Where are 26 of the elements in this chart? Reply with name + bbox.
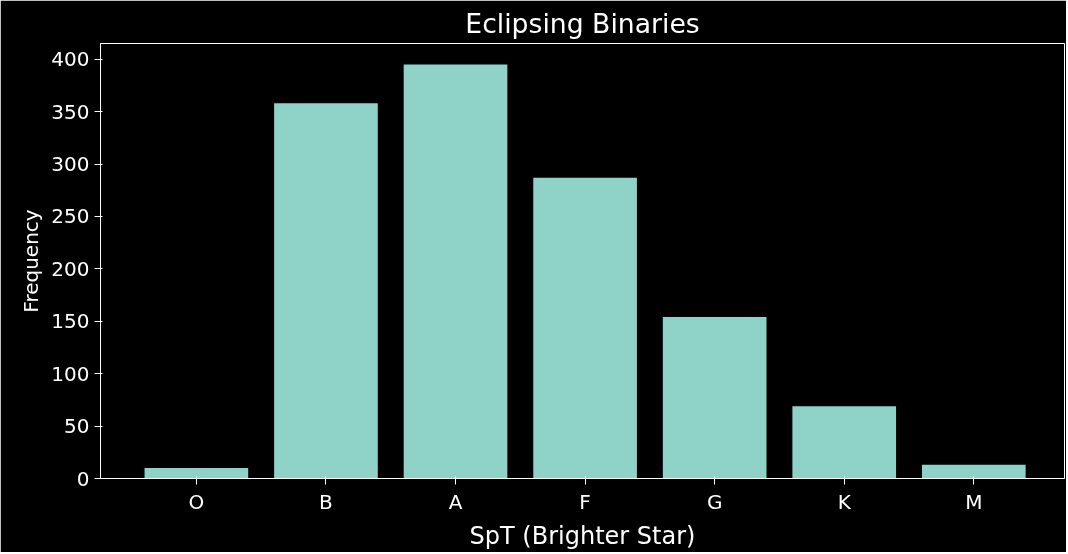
bar <box>662 317 767 479</box>
x-tick-label: B <box>319 489 333 514</box>
x-tick-label: A <box>448 489 463 514</box>
bar <box>792 406 897 479</box>
bar <box>533 177 637 479</box>
y-tick-label: 100 <box>51 361 90 386</box>
y-tick-label: 150 <box>51 309 90 334</box>
bar <box>403 64 508 479</box>
bar <box>144 468 249 479</box>
y-tick-label: 50 <box>64 414 90 439</box>
chart-title: Eclipsing Binaries <box>465 7 700 39</box>
y-axis-title: Frequency <box>19 209 44 313</box>
x-tick-label: G <box>706 489 723 514</box>
x-tick-label: F <box>579 489 591 514</box>
y-tick-label: 250 <box>51 204 90 229</box>
bar <box>921 464 1026 479</box>
bar <box>274 103 378 479</box>
y-tick-label: 300 <box>51 152 90 177</box>
x-tick-label: M <box>965 489 983 514</box>
y-tick-label: 400 <box>51 47 90 72</box>
x-tick-label: O <box>188 489 205 514</box>
x-tick-label: K <box>837 489 852 514</box>
y-tick-label: 200 <box>51 256 90 281</box>
x-axis-title: SpT (Brighter Star) <box>469 521 696 550</box>
y-tick-label: 350 <box>51 99 90 124</box>
y-tick-label: 0 <box>76 466 90 491</box>
